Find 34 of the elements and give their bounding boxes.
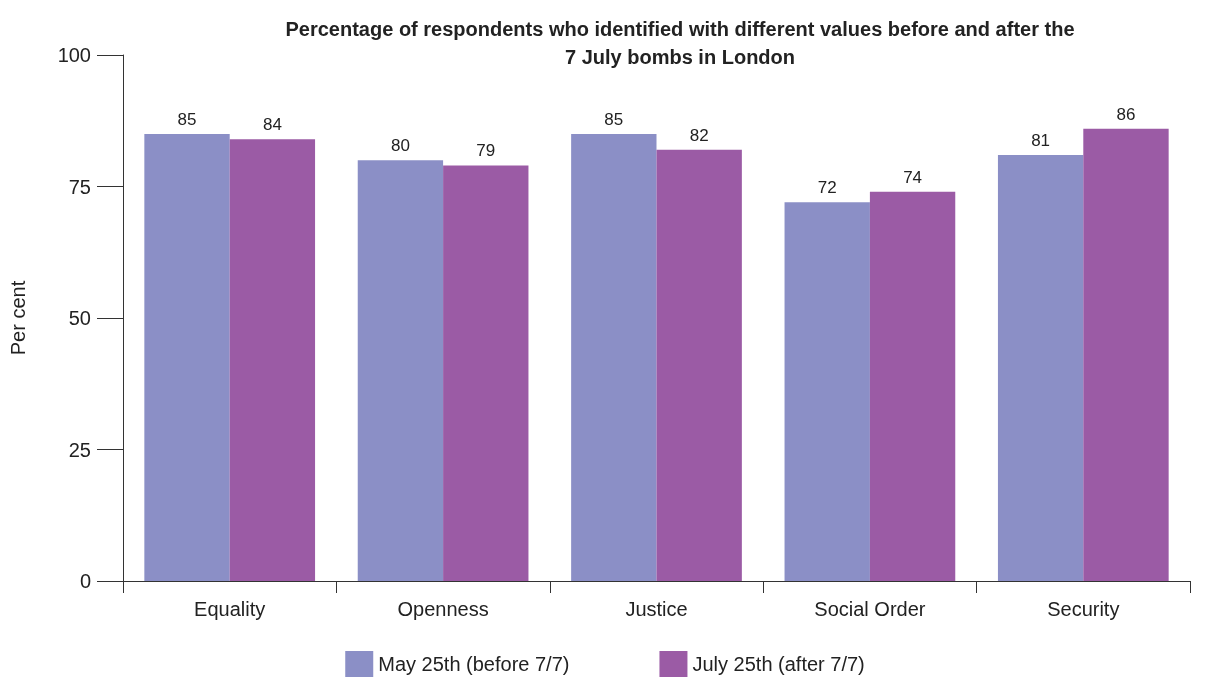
x-tick-label: Equality bbox=[194, 598, 266, 620]
data-label: 81 bbox=[1031, 130, 1051, 150]
bar bbox=[784, 202, 870, 581]
chart-title: Percentage of respondents who identified with different values before and after the 7 July bombs in London bbox=[285, 18, 1075, 68]
data-label: 82 bbox=[689, 125, 709, 145]
legend-label: July 25th (after 7/7) bbox=[692, 653, 865, 675]
y-tick-label: 75 bbox=[68, 175, 91, 198]
bar bbox=[656, 149, 742, 581]
y-tick-label: 100 bbox=[57, 44, 91, 66]
y-tick-label: 50 bbox=[68, 307, 91, 329]
data-label: 86 bbox=[1116, 104, 1136, 124]
x-tick-label: Justice bbox=[625, 598, 688, 620]
data-label: 85 bbox=[177, 109, 197, 129]
legend-label: May 25th (before 7/7) bbox=[378, 653, 570, 675]
bar bbox=[1083, 128, 1169, 581]
bar bbox=[869, 191, 956, 581]
data-label: 85 bbox=[604, 109, 624, 129]
data-label: 84 bbox=[262, 115, 282, 135]
bar bbox=[443, 165, 529, 581]
y-axis-title: Per cent bbox=[7, 280, 29, 356]
bar bbox=[571, 133, 657, 581]
y-tick-label: 25 bbox=[68, 438, 91, 461]
bar bbox=[229, 139, 316, 581]
x-tick-label: Openness bbox=[397, 598, 489, 620]
bar bbox=[357, 160, 444, 581]
x-tick-label: Social Order bbox=[814, 598, 926, 620]
bar bbox=[997, 154, 1084, 581]
data-label: 80 bbox=[390, 136, 410, 156]
data-label: 74 bbox=[903, 167, 923, 187]
y-tick-label: 0 bbox=[79, 570, 91, 592]
data-label: 72 bbox=[817, 178, 837, 198]
bar bbox=[144, 133, 230, 581]
data-label: 79 bbox=[476, 141, 496, 161]
x-tick-label: Security bbox=[1047, 598, 1120, 620]
